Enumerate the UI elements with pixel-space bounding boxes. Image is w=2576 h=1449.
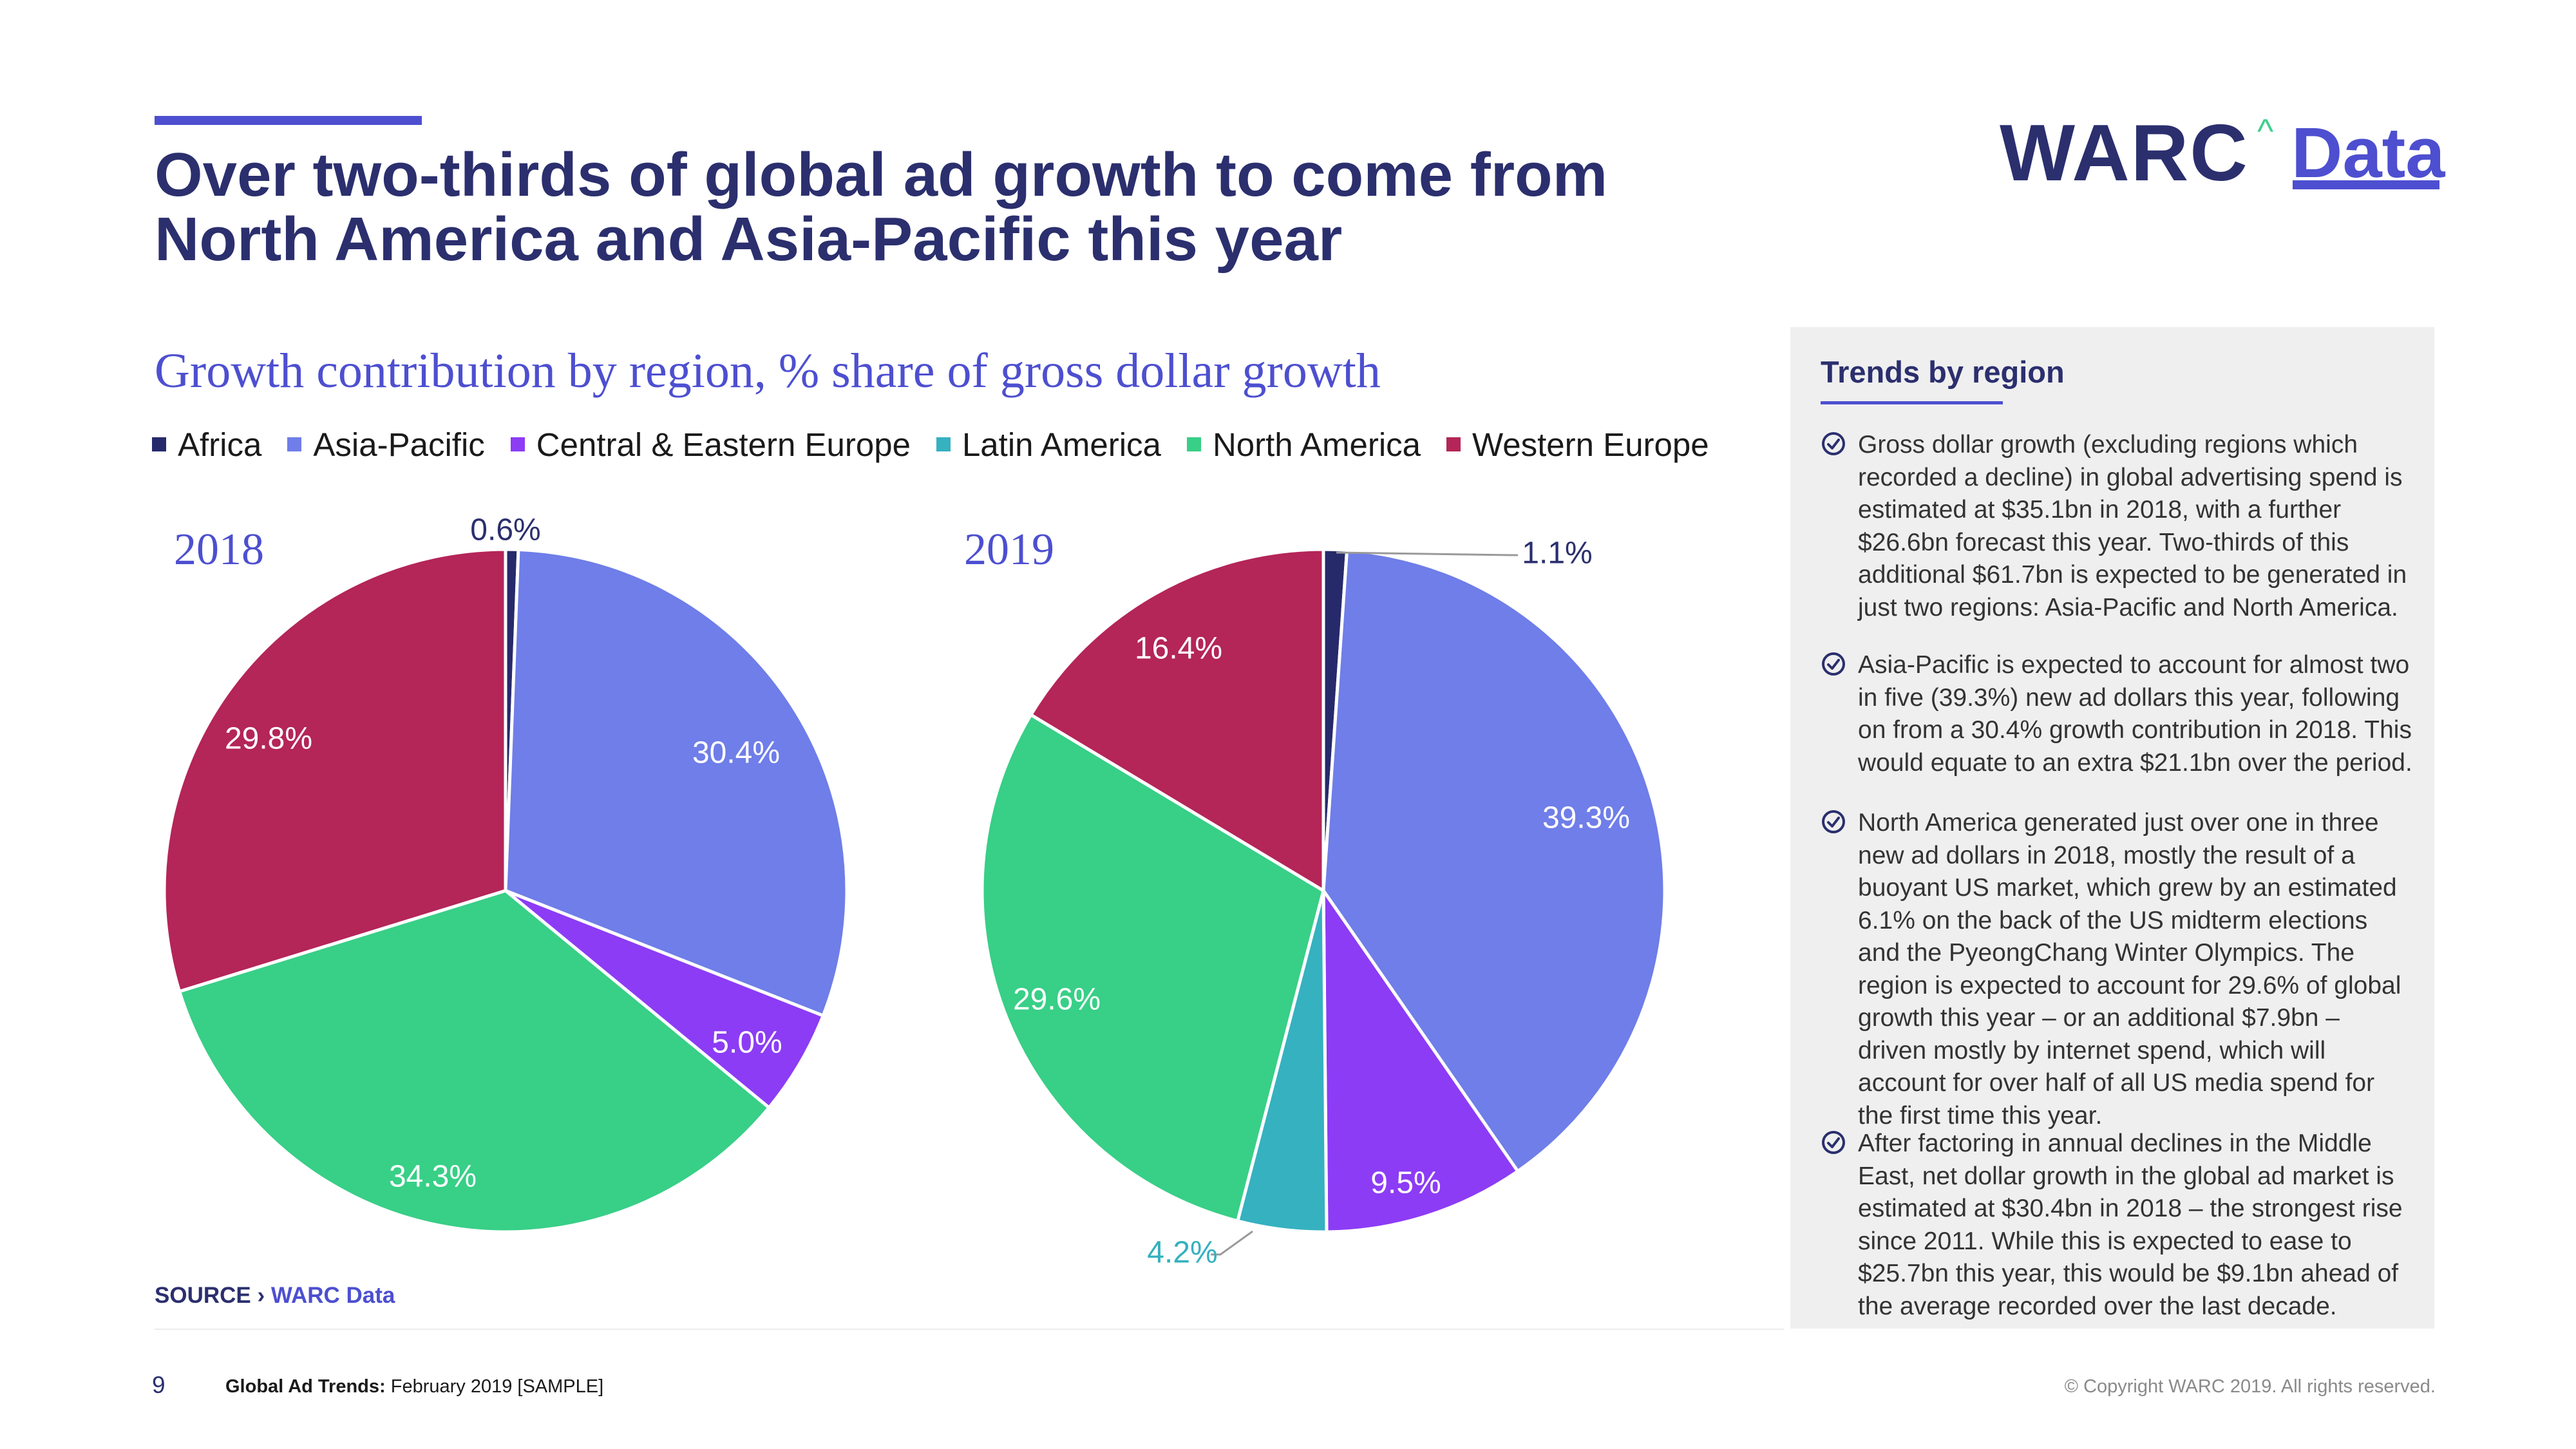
data-label: 30.4%: [692, 736, 780, 770]
pie-slice-north-america: [980, 713, 1325, 1223]
year-label: 2019: [964, 525, 1054, 574]
sidebar-heading-underline: [1821, 401, 2003, 404]
data-label: 5.0%: [712, 1026, 782, 1060]
pie-slice-north-america: [178, 889, 771, 1234]
data-label: 16.4%: [1135, 632, 1222, 666]
legend-item-western-europe: Western Europe: [1446, 426, 1709, 464]
sidebar-bullet: Gross dollar growth (excluding regions w…: [1821, 429, 2413, 624]
legend-label: Latin America: [961, 426, 1161, 463]
publication-edition: February 2019 [SAMPLE]: [385, 1376, 604, 1397]
pie-slice-asia-pacific: [1321, 548, 1667, 1173]
page-title-line-1: Over two-thirds of global ad growth to c…: [155, 140, 1608, 209]
chart-subtitle: Growth contribution by region, % share o…: [155, 344, 1381, 398]
data-label: 0.6%: [470, 513, 540, 547]
publication-info: Global Ad Trends: February 2019 [SAMPLE]: [225, 1376, 603, 1397]
logo-product: Data: [2291, 113, 2445, 193]
sidebar-bullet-text: North America generated just over one in…: [1858, 809, 2401, 1130]
legend-item-north-america: North America: [1186, 426, 1421, 464]
legend-item-asia-pacific: Asia-Pacific: [287, 426, 485, 464]
data-label: 34.3%: [389, 1160, 477, 1194]
legend-swatch: [1446, 437, 1461, 451]
pie-charts: 0.6% 30.4% 5.0% 34.3% 29.8% 2018 1.1% 39.3% 9.5%…: [162, 513, 1667, 1270]
sidebar-bullet: Asia-Pacific is expected to account for …: [1821, 649, 2413, 779]
check-circle-icon: [1821, 429, 1858, 624]
legend-label: North America: [1212, 426, 1421, 463]
leader-line: [1336, 551, 1518, 556]
data-label: 9.5%: [1370, 1166, 1441, 1200]
sidebar-bullet: North America generated just over one in…: [1821, 807, 2413, 1132]
check-circle-icon: [1821, 807, 1858, 1132]
logo-brand: WARC: [2000, 109, 2249, 198]
data-label: 39.3%: [1542, 801, 1630, 835]
legend-label: Asia-Pacific: [313, 426, 485, 463]
pie-chart-2019: 1.1% 39.3% 9.5% 4.2% 29.6% 16.4% 2019: [964, 525, 1667, 1270]
sidebar-bullet: After factoring in annual declines in th…: [1821, 1128, 2413, 1323]
pie-slice-asia-pacific: [504, 547, 849, 1018]
data-label: 1.1%: [1522, 536, 1592, 571]
legend-label: Africa: [178, 426, 262, 463]
source-prefix: SOURCE ›: [155, 1283, 271, 1308]
page-title-line-2: North America and Asia-Pacific this year: [155, 205, 1343, 274]
legend-swatch: [152, 437, 166, 451]
logo-underline: [2293, 180, 2439, 189]
source-note: SOURCE › WARC Data: [155, 1283, 395, 1309]
legend-item-africa: Africa: [152, 426, 261, 464]
pie-slice-central-eastern-europe: [1321, 889, 1520, 1234]
pie-chart-2018: 0.6% 30.4% 5.0% 34.3% 29.8% 2018: [162, 513, 849, 1234]
pie-slice-western-europe: [162, 547, 507, 993]
legend-label: Western Europe: [1472, 426, 1709, 463]
chart-legend: Africa Asia-Pacific Central & Eastern Euro…: [152, 422, 1735, 467]
check-circle-icon: [1821, 649, 1858, 779]
check-circle-icon: [1821, 1128, 1858, 1323]
sidebar-bullet-text: Gross dollar growth (excluding regions w…: [1858, 431, 2407, 621]
year-label: 2018: [174, 525, 264, 574]
legend-swatch: [287, 437, 302, 451]
pie-slice-western-europe: [1029, 547, 1325, 893]
copyright-notice: © Copyright WARC 2019. All rights reserv…: [2064, 1376, 2436, 1397]
warc-data-logo: WARC ^ Data: [2000, 108, 2445, 198]
legend-item-latin-america: Latin America: [936, 426, 1161, 464]
trends-sidebar: Trends by region Gross dollar growth (ex…: [1790, 327, 2434, 1329]
sidebar-heading: Trends by region: [1821, 355, 2065, 389]
legend-swatch: [510, 437, 525, 451]
sidebar-bullet-text: After factoring in annual declines in th…: [1858, 1130, 2403, 1320]
legend-item-central-eastern-europe: Central & Eastern Europe: [510, 426, 911, 464]
page-number: 9: [152, 1372, 166, 1398]
legend-swatch: [1186, 437, 1201, 451]
sidebar-bullet-text: Asia-Pacific is expected to account for …: [1858, 651, 2412, 777]
pie-slice-central-eastern-europe: [504, 889, 825, 1110]
leader-line: [1211, 1230, 1253, 1256]
logo-caret: ^: [2257, 112, 2274, 151]
publication-name: Global Ad Trends:: [225, 1376, 386, 1397]
data-label: 29.8%: [225, 722, 312, 756]
data-label: 29.6%: [1013, 983, 1101, 1017]
data-label: 4.2%: [1147, 1236, 1217, 1270]
title-accent-bar: [155, 116, 422, 125]
legend-label: Central & Eastern Europe: [536, 426, 911, 463]
content-divider: [155, 1329, 1784, 1330]
source-name: WARC Data: [270, 1283, 395, 1308]
legend-swatch: [936, 437, 951, 451]
page-title: Over two-thirds of global ad growth to c…: [155, 143, 1829, 272]
